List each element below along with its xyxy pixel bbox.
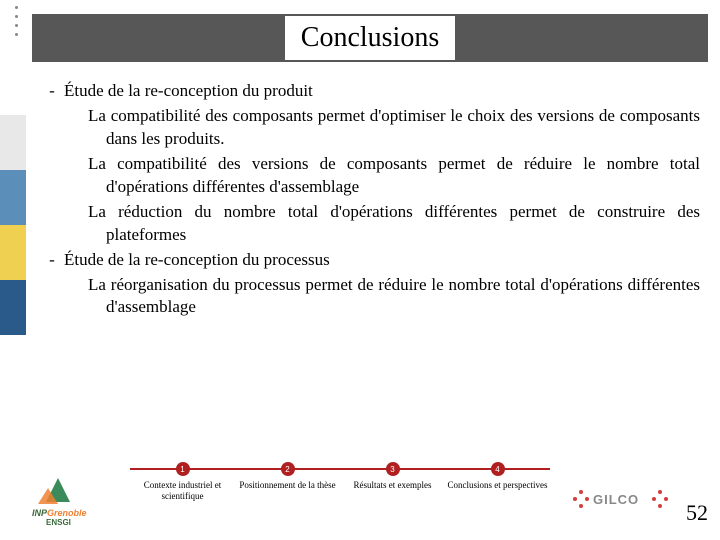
progress-timeline: 1 Contexte industriel et scientifique 2 … <box>130 462 550 514</box>
gilco-logo: GILCO <box>573 484 668 514</box>
timeline-step: 4 Conclusions et perspectives <box>448 462 548 502</box>
step-label: Conclusions et perspectives <box>448 480 548 491</box>
bullet-item: - Étude de la re-conception du processus <box>40 249 700 272</box>
bullet-marker: - <box>40 249 64 272</box>
timeline-step: 3 Résultats et exemples <box>343 462 443 502</box>
timeline-step: 1 Contexte industriel et scientifique <box>133 462 233 502</box>
bullet-text: Étude de la re-conception du processus <box>64 249 700 272</box>
step-number: 4 <box>491 462 505 476</box>
bullet-text: Étude de la re-conception du produit <box>64 80 700 103</box>
sub-item: La compatibilité des composants permet d… <box>88 105 700 151</box>
title-bar: Conclusions <box>32 14 708 62</box>
svg-text:INPGrenoble: INPGrenoble <box>32 508 87 518</box>
timeline-step: 2 Positionnement de la thèse <box>238 462 338 502</box>
slide-title: Conclusions <box>285 16 455 59</box>
slide-body: - Étude de la re-conception du produit L… <box>40 80 700 321</box>
step-label: Résultats et exemples <box>354 480 432 491</box>
sub-item: La compatibilité des versions de composa… <box>88 153 700 199</box>
step-number: 1 <box>176 462 190 476</box>
svg-text:ENSGI: ENSGI <box>46 518 71 526</box>
decorative-dots <box>15 6 18 36</box>
left-accent-bars <box>0 115 26 335</box>
bullet-item: - Étude de la re-conception du produit <box>40 80 700 103</box>
sub-item: La réorganisation du processus permet de… <box>88 274 700 320</box>
footer: INPGrenoble ENSGI 1 Contexte industriel … <box>0 460 720 532</box>
step-label: Positionnement de la thèse <box>239 480 335 491</box>
bullet-marker: - <box>40 80 64 103</box>
inp-grenoble-logo: INPGrenoble ENSGI <box>28 474 118 526</box>
step-number: 2 <box>281 462 295 476</box>
page-number: 52 <box>686 500 708 526</box>
step-number: 3 <box>386 462 400 476</box>
svg-text:GILCO: GILCO <box>593 492 639 507</box>
step-label: Contexte industriel et scientifique <box>133 480 233 502</box>
sub-item: La réduction du nombre total d'opération… <box>88 201 700 247</box>
